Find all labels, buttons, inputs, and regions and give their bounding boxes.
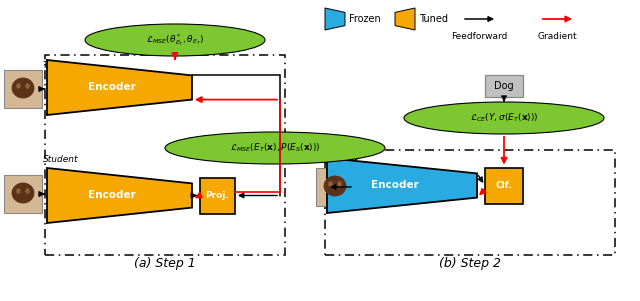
Text: $\mathcal{L}_{MSE}(\theta^*_{E_T}, \theta_{E_T})$: $\mathcal{L}_{MSE}(\theta^*_{E_T}, \thet… [146,32,204,48]
Bar [4,175,42,213]
Ellipse shape [165,132,385,164]
Text: Proj.: Proj. [205,191,229,200]
Ellipse shape [12,182,35,203]
Ellipse shape [26,188,30,194]
Ellipse shape [337,181,342,187]
Bar [316,168,354,206]
Text: Clf.: Clf. [496,181,512,190]
Ellipse shape [16,83,20,89]
Bar [200,178,235,213]
Polygon shape [327,158,477,213]
Text: Frozen: Frozen [349,14,381,24]
Bar [485,75,523,97]
Text: Encoder: Encoder [371,181,419,191]
Bar [325,150,615,255]
Polygon shape [47,60,192,115]
Ellipse shape [328,181,333,187]
Text: $\mathcal{L}_{CE}(Y, \sigma(E_T(\mathbf{x})))$: $\mathcal{L}_{CE}(Y, \sigma(E_T(\mathbf{… [470,112,538,124]
Text: (b) Step 2: (b) Step 2 [439,256,501,269]
Text: Teacher: Teacher [323,157,358,166]
Bar [4,70,42,108]
Text: Tuned: Tuned [419,14,448,24]
Bar [485,167,523,203]
Polygon shape [325,8,345,30]
Text: $\mathcal{L}_{MSE}(E_T(\mathbf{x}), P(E_S(\mathbf{x})))$: $\mathcal{L}_{MSE}(E_T(\mathbf{x}), P(E_… [230,142,321,154]
Ellipse shape [404,102,604,134]
Polygon shape [395,8,415,30]
Bar [45,55,285,255]
Ellipse shape [26,83,30,89]
Ellipse shape [85,24,265,56]
Text: Student: Student [43,156,79,165]
Ellipse shape [16,188,20,194]
Text: Feedforward: Feedforward [451,32,508,41]
Text: Encoder: Encoder [88,82,136,92]
Text: Dog: Dog [494,81,514,91]
Text: Encoder: Encoder [88,191,136,200]
Ellipse shape [324,175,346,197]
Polygon shape [47,168,192,223]
Text: Gradient: Gradient [538,32,577,41]
Ellipse shape [12,78,35,98]
Text: Teacher: Teacher [43,61,78,70]
Text: (a) Step 1: (a) Step 1 [134,256,196,269]
